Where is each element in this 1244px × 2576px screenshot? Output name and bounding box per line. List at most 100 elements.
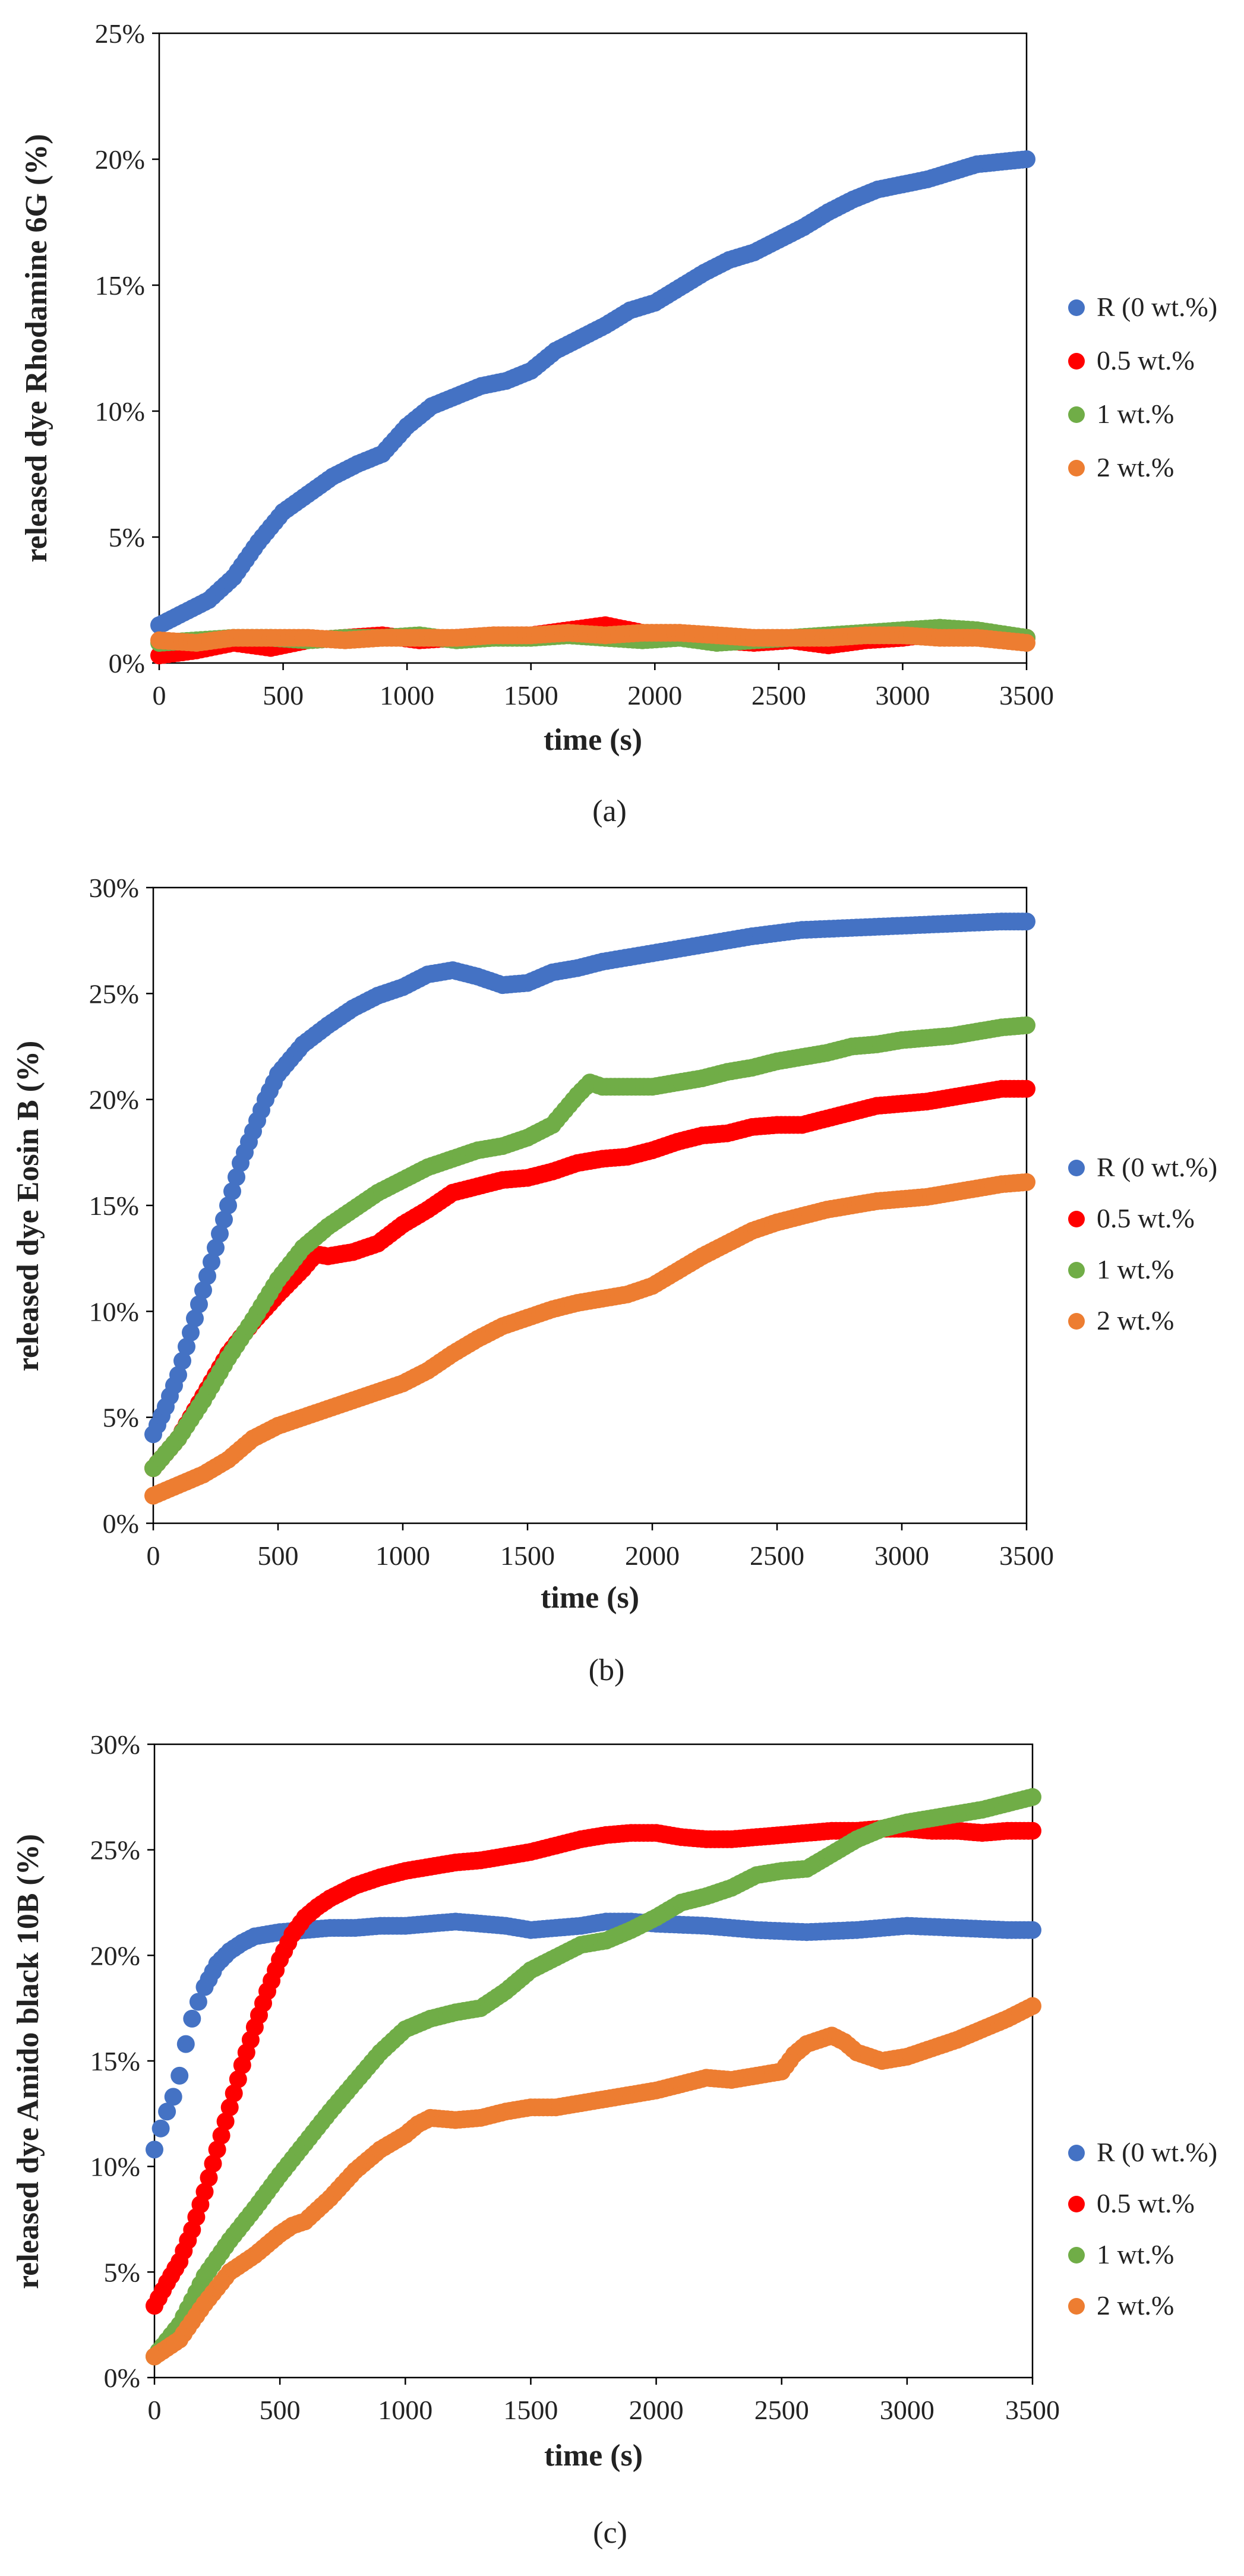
- x-tick-label: 3000: [875, 680, 930, 711]
- panel-label: (b): [589, 1653, 625, 1687]
- legend-label: R (0 wt.%): [1097, 1152, 1217, 1182]
- data-point: [207, 1239, 225, 1257]
- y-tick-label: 15%: [89, 1191, 139, 1221]
- data-point: [1018, 913, 1035, 931]
- data-point: [228, 1168, 245, 1186]
- legend-label: R (0 wt.%): [1097, 2137, 1217, 2167]
- x-tick-label: 500: [258, 1540, 299, 1571]
- legend-label: 1 wt.%: [1097, 1254, 1174, 1284]
- legend-label: 1 wt.%: [1097, 399, 1174, 429]
- data-point: [208, 2141, 226, 2159]
- data-point: [151, 2119, 170, 2138]
- plot-area-a: [158, 32, 1028, 664]
- legend-marker: [1068, 460, 1085, 476]
- x-tick-label: 500: [263, 680, 304, 711]
- x-tick-label: 500: [260, 2395, 301, 2425]
- series-a-0: [150, 150, 1035, 634]
- y-tick-label: 10%: [95, 396, 145, 427]
- y-tick-label: 20%: [89, 1085, 139, 1115]
- y-tick-label: 25%: [90, 1835, 140, 1865]
- data-point: [195, 2183, 214, 2201]
- legend-label: 0.5 wt.%: [1097, 2188, 1195, 2218]
- legend-label: R (0 wt.%): [1097, 292, 1217, 322]
- x-axis-title: time (s): [541, 1581, 639, 1615]
- data-point: [176, 2035, 195, 2053]
- legend-marker: [1068, 299, 1085, 316]
- data-point: [212, 2126, 231, 2145]
- series-b-3: [144, 1173, 1035, 1505]
- x-tick-label: 2500: [754, 2395, 809, 2425]
- data-point: [164, 2088, 182, 2106]
- y-axis-title: released dye Rhodamine 6G (%): [20, 134, 53, 562]
- data-point: [1018, 150, 1035, 168]
- x-tick-label: 2000: [625, 1540, 680, 1571]
- legend-b: R (0 wt.%) 0.5 wt.% 1 wt.% 2 wt.%: [1068, 1152, 1217, 1336]
- y-tick-label: 10%: [89, 1296, 139, 1327]
- data-point: [229, 2070, 247, 2088]
- x-tick-label: 1000: [378, 2395, 432, 2425]
- legend-label: 2 wt.%: [1097, 2290, 1174, 2321]
- legend-label: 2 wt.%: [1097, 1305, 1174, 1336]
- x-tick-label: 0: [148, 2395, 162, 2425]
- x-tick-label: 2000: [629, 2395, 684, 2425]
- legend-marker: [1068, 1262, 1085, 1278]
- x-tick-label: 2500: [750, 1540, 804, 1571]
- data-point: [1024, 1997, 1041, 2015]
- panel-label: (a): [592, 794, 627, 828]
- y-tick-label: 15%: [95, 270, 145, 301]
- x-tick-label: 2500: [752, 680, 806, 711]
- x-tick-label: 0: [147, 1540, 160, 1571]
- y-tick-label: 5%: [109, 522, 145, 553]
- y-tick-label: 30%: [90, 1729, 140, 1760]
- legend-marker: [1068, 2247, 1085, 2264]
- data-point: [1024, 1821, 1041, 1840]
- x-tick-label: 1000: [380, 680, 434, 711]
- series-c-3: [146, 1997, 1041, 2366]
- data-point: [186, 1309, 204, 1328]
- data-point: [211, 1224, 229, 1243]
- x-tick-label: 3500: [999, 1540, 1054, 1571]
- legend-marker: [1068, 406, 1085, 423]
- legend-marker: [1068, 1211, 1085, 1227]
- data-point: [190, 1295, 208, 1314]
- y-tick-label: 20%: [95, 144, 145, 175]
- series-b-0: [144, 913, 1035, 1444]
- data-point: [189, 1993, 207, 2011]
- x-tick-label: 3500: [1005, 2395, 1060, 2425]
- legend-marker: [1068, 353, 1085, 370]
- x-tick-label: 1500: [503, 2395, 558, 2425]
- legend-marker: [1068, 2298, 1085, 2315]
- x-tick-label: 3500: [999, 680, 1054, 711]
- legend-label: 1 wt.%: [1097, 2239, 1174, 2269]
- chart-panel-b: 0% 5% 10% 15% 20% 25% 30% 0 500 1000 1500 2000 2500 3…: [0, 855, 1244, 1711]
- x-tick-label: 1500: [500, 1540, 555, 1571]
- legend-marker: [1068, 1313, 1085, 1330]
- data-point: [1018, 1079, 1035, 1098]
- y-axis-title: released dye Amido black 10B (%): [11, 1834, 45, 2289]
- legend-label: 0.5 wt.%: [1097, 1203, 1195, 1233]
- data-point: [182, 1324, 200, 1341]
- series-a-3: [150, 624, 1035, 652]
- data-point: [219, 1197, 237, 1214]
- chart-panel-c: 0% 5% 10% 15% 20% 25% 30% 0 500 1000 1500 2000 2500 3…: [0, 1711, 1244, 2576]
- chart-a-svg: 0% 5% 10% 15% 20% 25% 0 500 1000 1500 2000 2500 3000…: [20, 18, 1217, 828]
- x-tick-label: 3000: [874, 1540, 929, 1571]
- data-point: [1024, 1788, 1041, 1806]
- x-tick-label: 3000: [880, 2395, 934, 2425]
- data-point: [173, 1352, 191, 1370]
- data-point: [200, 2168, 218, 2187]
- panel-label: (c): [593, 2516, 627, 2550]
- data-point: [1018, 634, 1035, 652]
- y-tick-label: 20%: [90, 1940, 140, 1971]
- legend-label: 2 wt.%: [1097, 452, 1174, 482]
- data-point: [204, 2154, 222, 2173]
- data-point: [225, 2084, 243, 2103]
- data-point: [215, 1210, 233, 1229]
- legend-marker: [1068, 2145, 1085, 2161]
- legend-marker: [1068, 2196, 1085, 2212]
- data-point: [169, 1366, 187, 1384]
- data-point: [220, 2098, 239, 2117]
- chart-b-svg: 0% 5% 10% 15% 20% 25% 30% 0 500 1000 1500 2000 2500 3…: [11, 873, 1217, 1687]
- data-point: [1018, 1016, 1035, 1034]
- data-point: [216, 2112, 235, 2130]
